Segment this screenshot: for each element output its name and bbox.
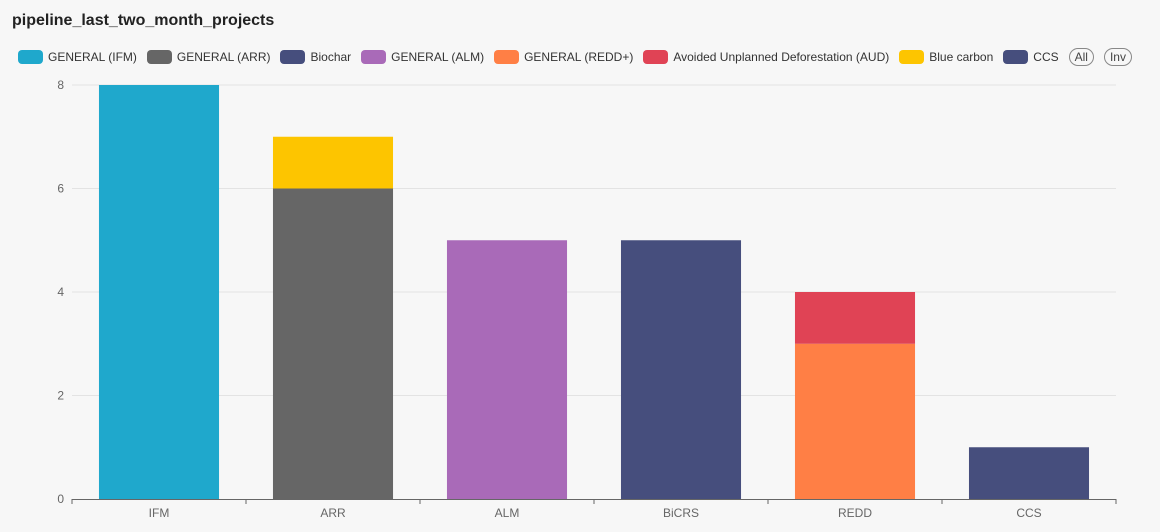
legend-label: Biochar [310, 50, 352, 64]
legend-label: GENERAL (ARR) [176, 50, 271, 64]
chart-title: pipeline_last_two_month_projects [12, 12, 275, 29]
legend-item-general-alm[interactable]: GENERAL (ALM) [361, 50, 484, 64]
legend-label: Avoided Unplanned Deforestation (AUD) [673, 50, 890, 64]
bar-bicrs-biochar [620, 240, 742, 499]
legend-swatch [643, 50, 669, 64]
legend-item-general-ifm[interactable]: GENERAL (IFM) [18, 50, 137, 64]
bar-ccs-ccs [968, 447, 1090, 499]
x-tick-label: IFM [149, 506, 170, 520]
bar-alm-general-alm [446, 240, 568, 499]
bar-arr-general-arr [272, 188, 394, 499]
legend-swatch [146, 50, 172, 64]
legend-swatch [494, 50, 520, 64]
legend-label: GENERAL (REDD+) [524, 50, 634, 64]
y-tick-label: 2 [57, 389, 64, 403]
x-tick-label: BiCRS [663, 506, 699, 520]
x-tick-label: ARR [320, 506, 346, 520]
legend: GENERAL (IFM) GENERAL (ARR) Biochar GENERAL… [18, 48, 1132, 66]
x-tick-label: CCS [1016, 506, 1041, 520]
legend-item-biochar[interactable]: Biochar [280, 50, 351, 64]
legend-item-avoided-unplanned-deforestation-aud[interactable]: Avoided Unplanned Deforestation (AUD) [643, 50, 889, 64]
bar-arr-blue-carbon [272, 136, 394, 189]
y-tick-label: 8 [57, 78, 64, 92]
legend-item-general-redd[interactable]: GENERAL (REDD+) [494, 50, 633, 64]
y-tick-label: 6 [57, 182, 64, 196]
legend-select-all-button[interactable]: All [1068, 48, 1094, 66]
legend-label: CCS [1033, 50, 1059, 64]
bar-redd-general-redd [794, 343, 916, 499]
legend-item-blue-carbon[interactable]: Blue carbon [899, 50, 993, 64]
y-tick-label: 0 [57, 492, 64, 506]
legend-item-ccs[interactable]: CCS [1003, 50, 1059, 64]
legend-swatch [1003, 50, 1029, 64]
legend-label: GENERAL (ALM) [391, 50, 485, 64]
bar-redd-avoided-unplanned-deforestation-aud [794, 292, 916, 344]
legend-label: GENERAL (IFM) [48, 50, 137, 64]
legend-item-general-arr[interactable]: GENERAL (ARR) [146, 50, 271, 64]
bar-ifm-general-ifm [98, 85, 220, 499]
y-tick-label: 4 [57, 285, 64, 299]
legend-swatch [18, 50, 43, 64]
legend-swatch [899, 50, 925, 64]
x-tick-label: REDD [838, 506, 872, 520]
legend-swatch [361, 50, 387, 64]
legend-invert-button[interactable]: Inv [1103, 48, 1132, 66]
legend-label: Blue carbon [929, 50, 994, 64]
legend-swatch [280, 50, 306, 64]
x-tick-label: ALM [495, 506, 520, 520]
